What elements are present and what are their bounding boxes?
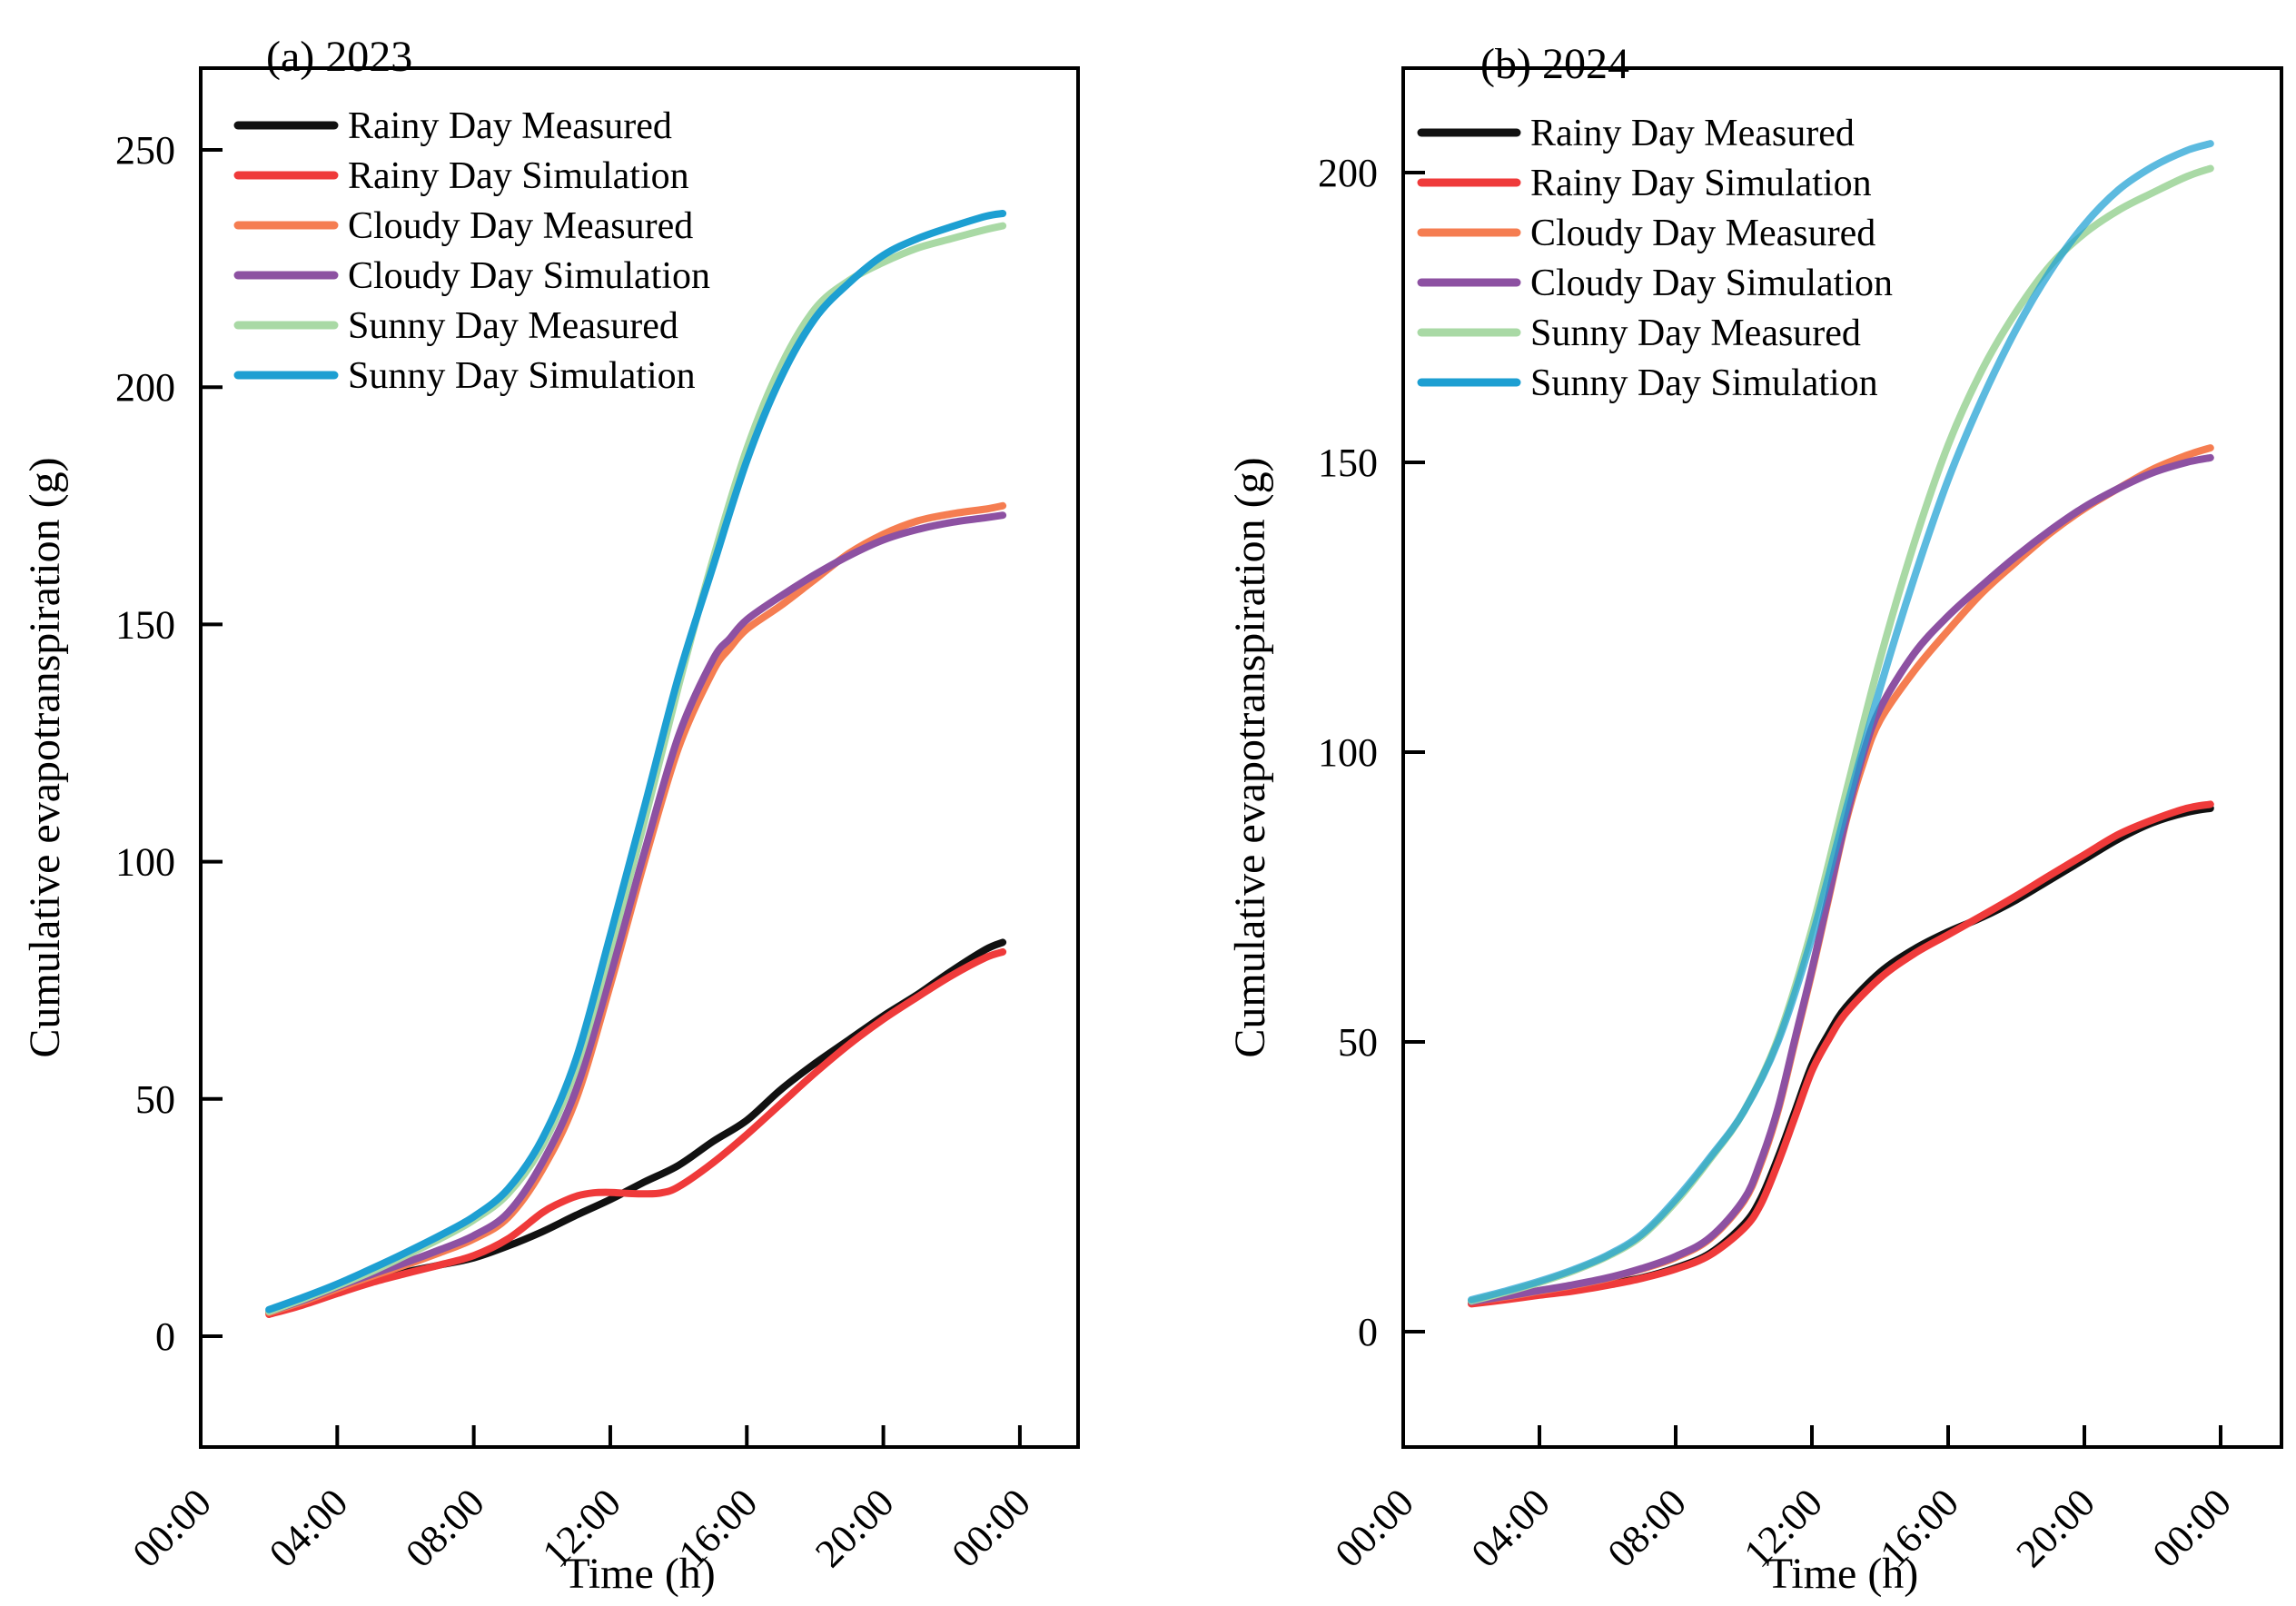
legend-label: Cloudy Day Measured (1530, 213, 1875, 254)
y-tick-label: 150 (1318, 441, 1378, 485)
legend: Rainy Day Measured Rainy Day Simulation Cl… (1417, 113, 1893, 404)
panel-title: (a) 2023 (266, 33, 412, 81)
series-line-cloudy-day-simulation (265, 511, 1007, 1315)
legend-label: Rainy Day Simulation (348, 155, 689, 197)
y-tick-label: 250 (115, 128, 175, 173)
y-tick-label: 150 (115, 602, 175, 647)
x-tick-label: 00:00 (124, 1480, 221, 1576)
legend-item-rainy-day-measured: Rainy Day Measured (1417, 113, 1855, 154)
legend-label: Cloudy Day Simulation (1530, 263, 1893, 304)
legend-item-cloudy-day-simulation: Cloudy Day Simulation (233, 255, 710, 297)
series-line-rainy-day-measured (1468, 804, 2214, 1307)
y-axis-label: Cumulative evapotranspiration (g) (1226, 457, 1274, 1057)
y-tick-label: 50 (1338, 1020, 1378, 1065)
y-tick-label: 50 (135, 1077, 175, 1122)
legend-item-rainy-day-simulation: Rainy Day Simulation (233, 155, 689, 197)
x-axis-label: Time (h) (563, 1550, 716, 1598)
legend-item-sunny-day-measured: Sunny Day Measured (1417, 312, 1861, 354)
series-line-cloudy-day-measured (1468, 444, 2214, 1305)
legend-item-rainy-day-measured: Rainy Day Measured (233, 105, 672, 147)
x-tick-label: 04:00 (1463, 1480, 1559, 1576)
legend-item-sunny-day-measured: Sunny Day Measured (233, 305, 678, 347)
series-line-sunny-day-simulation (1468, 140, 2214, 1304)
series-line-sunny-day-simulation (265, 210, 1007, 1314)
legend-label: Sunny Day Measured (348, 305, 678, 347)
legend-label: Sunny Day Simulation (348, 355, 696, 397)
plot-frame (199, 66, 1080, 1449)
legend-item-cloudy-day-measured: Cloudy Day Measured (233, 205, 693, 247)
legend-label: Cloudy Day Simulation (348, 255, 710, 297)
legend-label: Cloudy Day Measured (348, 205, 693, 247)
y-tick-label: 100 (115, 840, 175, 885)
y-tick-label: 200 (1318, 151, 1378, 195)
x-tick-label: 00:00 (943, 1480, 1039, 1576)
y-axis-label: Cumulative evapotranspiration (g) (21, 457, 69, 1057)
legend-label: Rainy Day Simulation (1530, 163, 1872, 204)
legend-item-rainy-day-simulation: Rainy Day Simulation (1417, 163, 1872, 204)
x-tick-label: 08:00 (1599, 1480, 1696, 1576)
legend-item-sunny-day-simulation: Sunny Day Simulation (233, 355, 696, 397)
y-tick-label: 200 (115, 365, 175, 410)
legend-label: Rainy Day Measured (348, 105, 672, 147)
chart-panel-b: 0 50 100 150 200 00:00 04:00 08:00 12:00 16:00 20:… (1148, 0, 2296, 1606)
chart-panel-a: 0 50 100 150 200 250 00:00 04:00 08:00 12:00 16:00… (21, 33, 1080, 1598)
legend-label: Sunny Day Simulation (1530, 362, 1878, 404)
x-tick-label: 00:00 (2144, 1480, 2241, 1576)
legend-label: Sunny Day Measured (1530, 312, 1861, 354)
legend-item-cloudy-day-simulation: Cloudy Day Simulation (1417, 263, 1893, 304)
x-tick-label: 04:00 (261, 1480, 357, 1576)
legend: Rainy Day Measured Rainy Day Simulation Cl… (233, 105, 710, 397)
x-tick-label: 00:00 (1327, 1480, 1423, 1576)
legend-item-cloudy-day-measured: Cloudy Day Measured (1417, 213, 1875, 254)
legend-item-sunny-day-simulation: Sunny Day Simulation (1417, 362, 1878, 404)
legend-label: Rainy Day Measured (1530, 113, 1855, 154)
x-tick-label: 20:00 (2008, 1480, 2104, 1576)
x-tick-label: 20:00 (807, 1480, 903, 1576)
y-tick-label: 0 (1358, 1310, 1378, 1354)
plot-frame (1401, 66, 2283, 1449)
x-tick-label: 08:00 (397, 1480, 493, 1576)
series-line-cloudy-day-simulation (1468, 453, 2214, 1305)
series-line-rainy-day-simulation (1468, 800, 2214, 1308)
series-line-rainy-day-simulation (265, 947, 1007, 1318)
panel-title: (b) 2024 (1480, 40, 1629, 88)
y-tick-label: 0 (155, 1314, 175, 1359)
y-tick-label: 100 (1318, 730, 1378, 775)
x-axis-label: Time (h) (1767, 1550, 1919, 1598)
series-line-rainy-day-measured (265, 938, 1007, 1316)
